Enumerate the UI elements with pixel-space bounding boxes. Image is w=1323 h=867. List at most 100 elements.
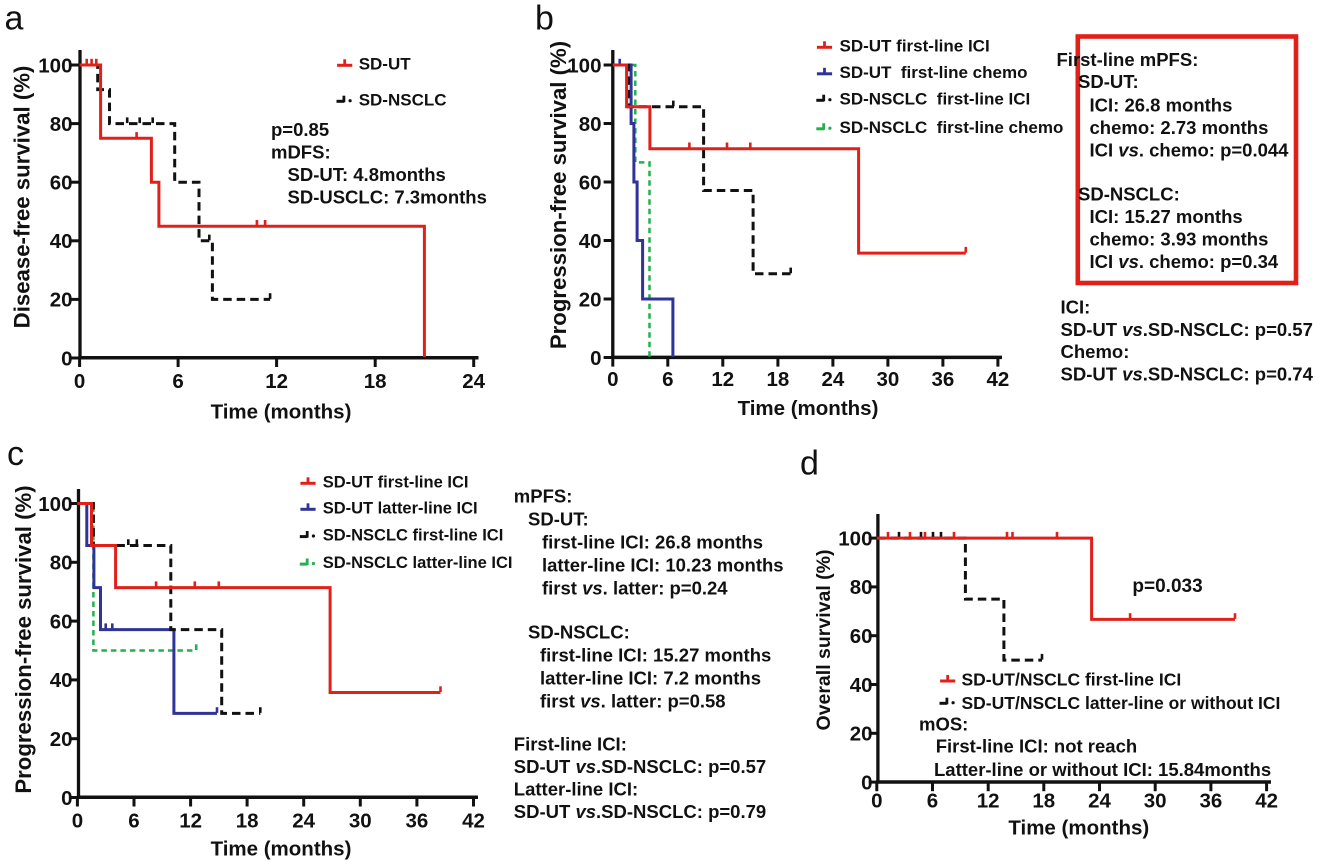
svg-text:100: 100 <box>38 493 72 516</box>
svg-text:SD-UT/NSCLC latter-line or wit: SD-UT/NSCLC latter-line or without ICI <box>962 693 1281 713</box>
svg-text:20: 20 <box>50 289 73 312</box>
svg-text:80: 80 <box>50 113 73 136</box>
svg-text:30: 30 <box>876 368 899 391</box>
svg-text:first vs. latter: p=0.58: first vs. latter: p=0.58 <box>540 691 726 712</box>
svg-text:p=0.85: p=0.85 <box>271 119 329 140</box>
svg-text:20: 20 <box>850 723 873 746</box>
svg-text:SD-UT vs.SD-NSCLC: p=0.57: SD-UT vs.SD-NSCLC: p=0.57 <box>514 756 766 777</box>
svg-text:first vs. latter: p=0.24: first vs. latter: p=0.24 <box>542 578 728 599</box>
svg-text:24: 24 <box>462 370 485 393</box>
svg-text:Time (months): Time (months) <box>1008 816 1149 839</box>
svg-text:First-line ICI: not reach: First-line ICI: not reach <box>936 735 1137 756</box>
svg-text:42: 42 <box>1255 789 1278 812</box>
svg-text:first-line ICI: 15.27 months: first-line ICI: 15.27 months <box>540 645 771 666</box>
svg-text:mOS:: mOS: <box>919 714 968 735</box>
svg-text:18: 18 <box>1032 789 1055 812</box>
svg-text:SD-UT first-line chemo: SD-UT first-line chemo <box>840 63 1028 82</box>
svg-text:40: 40 <box>850 674 873 697</box>
svg-text:80: 80 <box>579 113 602 136</box>
svg-text:SD-UT first-line ICI: SD-UT first-line ICI <box>323 473 469 491</box>
svg-text:SD-UT:: SD-UT: <box>1078 71 1139 92</box>
svg-text:0: 0 <box>607 368 618 391</box>
svg-text:30: 30 <box>1144 789 1167 812</box>
svg-text:40: 40 <box>50 230 73 253</box>
svg-text:0: 0 <box>61 787 72 810</box>
svg-text:40: 40 <box>579 230 602 253</box>
svg-text:latter-line ICI: 10.23 months: latter-line ICI: 10.23 months <box>542 555 784 576</box>
svg-text:a: a <box>5 0 24 38</box>
svg-text:chemo: 2.73 months: chemo: 2.73 months <box>1090 117 1269 138</box>
svg-text:SD-UT: SD-UT <box>359 55 412 74</box>
svg-text:SD-UT vs.SD-NSCLC: p=0.74: SD-UT vs.SD-NSCLC: p=0.74 <box>1061 363 1314 384</box>
svg-text:Chemo:: Chemo: <box>1061 341 1130 362</box>
svg-text:Latter-line or without ICI: 15: Latter-line or without ICI: 15.84months <box>934 759 1271 780</box>
svg-text:12: 12 <box>977 789 1000 812</box>
svg-text:Time (months): Time (months) <box>211 837 352 860</box>
svg-text:d: d <box>800 445 819 483</box>
svg-text:ICI vs. chemo: p=0.34: ICI vs. chemo: p=0.34 <box>1090 251 1279 272</box>
svg-text:24: 24 <box>821 368 844 391</box>
svg-text:Progression-free survival (%): Progression-free survival (%) <box>11 485 36 793</box>
svg-text:6: 6 <box>662 368 673 391</box>
svg-text:c: c <box>7 435 24 473</box>
svg-text:SD-NSCLC: SD-NSCLC <box>359 91 447 110</box>
svg-text:SD-NSCLC first-line chemo: SD-NSCLC first-line chemo <box>840 118 1064 137</box>
svg-text:Latter-line ICI:: Latter-line ICI: <box>514 778 638 799</box>
svg-text:SD-UT:: SD-UT: <box>528 509 589 530</box>
svg-text:p=0.033: p=0.033 <box>1132 576 1202 597</box>
svg-text:latter-line ICI: 7.2 months: latter-line ICI: 7.2 months <box>540 668 761 689</box>
svg-text:0: 0 <box>590 347 601 370</box>
svg-text:12: 12 <box>711 368 734 391</box>
svg-text:80: 80 <box>850 576 873 599</box>
svg-text:24: 24 <box>292 809 315 832</box>
svg-text:SD-UT vs.SD-NSCLC: p=0.79: SD-UT vs.SD-NSCLC: p=0.79 <box>514 801 766 822</box>
svg-text:Time (months): Time (months) <box>211 400 352 423</box>
svg-text:SD-UT: 4.8months: SD-UT: 4.8months <box>288 164 446 185</box>
svg-text:0: 0 <box>61 347 72 370</box>
svg-text:0: 0 <box>861 771 872 794</box>
svg-text:Overall survival (%): Overall survival (%) <box>813 549 835 730</box>
svg-text:36: 36 <box>1199 789 1222 812</box>
svg-text:SD-UT first-line ICI: SD-UT first-line ICI <box>840 37 990 56</box>
svg-text:80: 80 <box>50 552 73 575</box>
svg-text:100: 100 <box>38 54 72 77</box>
svg-text:6: 6 <box>927 789 938 812</box>
svg-text:12: 12 <box>179 809 202 832</box>
svg-text:18: 18 <box>364 370 387 393</box>
svg-text:first-line ICI: 26.8 months: first-line ICI: 26.8 months <box>542 532 763 553</box>
svg-text:100: 100 <box>567 54 601 77</box>
svg-text:SD-NSCLC first-line ICI: SD-NSCLC first-line ICI <box>323 527 504 545</box>
svg-text:Progression-free survival (%): Progression-free survival (%) <box>546 41 571 349</box>
svg-text:ICI: 26.8 months: ICI: 26.8 months <box>1090 95 1233 116</box>
svg-text:18: 18 <box>766 368 789 391</box>
svg-text:mDFS:: mDFS: <box>271 141 331 162</box>
svg-text:SD-NSCLC:: SD-NSCLC: <box>528 622 630 643</box>
svg-text:Time (months): Time (months) <box>738 397 879 420</box>
svg-text:0: 0 <box>871 789 882 812</box>
svg-text:0: 0 <box>74 370 85 393</box>
svg-text:60: 60 <box>50 172 73 195</box>
svg-text:mPFS:: mPFS: <box>514 486 573 507</box>
svg-text:36: 36 <box>931 368 954 391</box>
svg-text:60: 60 <box>579 171 602 194</box>
svg-text:24: 24 <box>1088 789 1111 812</box>
svg-text:60: 60 <box>50 610 73 633</box>
svg-text:SD-NSCLC latter-line ICI: SD-NSCLC latter-line ICI <box>323 554 513 572</box>
svg-text:36: 36 <box>405 809 428 832</box>
svg-text:SD-UT/NSCLC first-line ICI: SD-UT/NSCLC first-line ICI <box>962 670 1182 690</box>
svg-text:First-line mPFS:: First-line mPFS: <box>1057 49 1199 70</box>
svg-text:0: 0 <box>72 809 83 832</box>
svg-text:First-line ICI:: First-line ICI: <box>514 734 627 755</box>
svg-text:SD-UT latter-line ICI: SD-UT latter-line ICI <box>323 499 478 517</box>
svg-text:100: 100 <box>838 527 872 550</box>
svg-text:18: 18 <box>236 809 259 832</box>
svg-text:6: 6 <box>128 809 139 832</box>
svg-text:42: 42 <box>462 809 485 832</box>
svg-text:SD-UT vs.SD-NSCLC: p=0.57: SD-UT vs.SD-NSCLC: p=0.57 <box>1061 319 1313 340</box>
svg-text:b: b <box>535 0 554 38</box>
svg-text:ICI:: ICI: <box>1061 297 1091 318</box>
svg-text:chemo: 3.93 months: chemo: 3.93 months <box>1090 229 1269 250</box>
svg-text:SD-NSCLC first-line ICI: SD-NSCLC first-line ICI <box>840 90 1031 109</box>
svg-text:20: 20 <box>579 288 602 311</box>
svg-text:Disease-free survival (%): Disease-free survival (%) <box>10 66 35 329</box>
